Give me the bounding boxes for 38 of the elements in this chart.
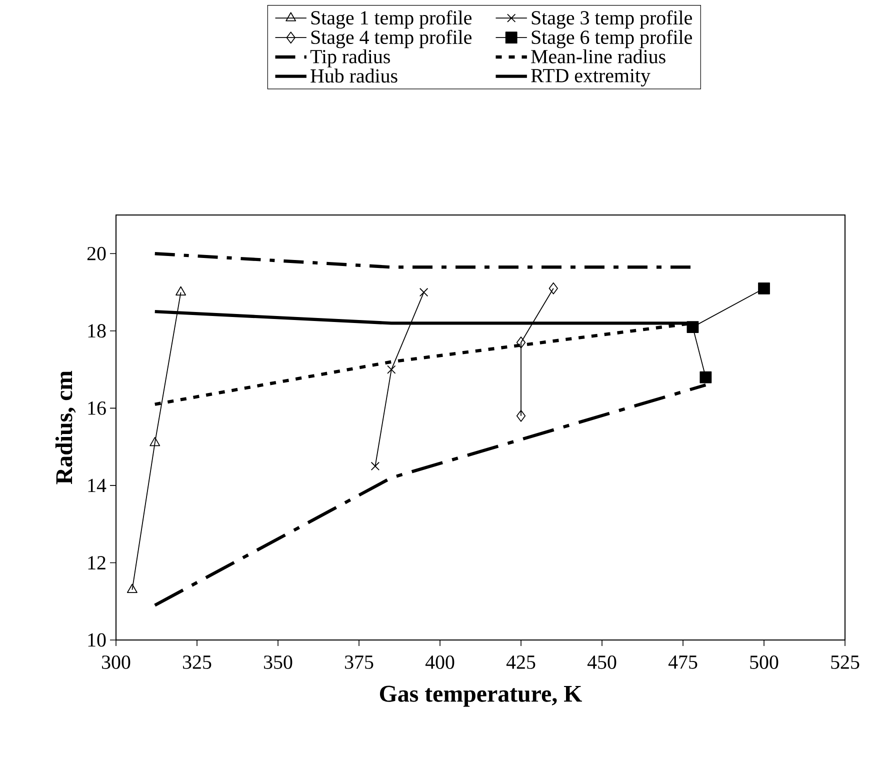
legend-label: Stage 3 temp profile [532,10,692,29]
point [516,410,526,422]
y-tick-label: 10 [88,633,106,647]
x-tick-label: 475 [668,656,698,669]
point [176,286,186,296]
x-tick-label: 400 [425,656,454,669]
x-tick-label: 500 [750,656,778,669]
x-tick-label: 325 [183,656,212,669]
point [370,462,380,470]
legend-label: Stage 4 temp profile [311,30,472,48]
y-tick-label: 14 [88,478,106,492]
point [126,584,138,593]
point [516,336,526,348]
x-tick-label: 375 [345,656,374,669]
y-tick-label: 18 [88,324,106,338]
y-tick-label: 20 [87,246,106,260]
point [758,282,770,294]
y-tick-label: 12 [88,556,106,570]
legend-label: Stage 6 temp profile [532,30,692,48]
point [419,288,428,297]
point [700,371,712,384]
point [387,365,396,374]
legend-label: Stage 1 temp profile [311,10,472,29]
y-axis-title: Radius, cm [55,370,76,484]
x-tick-label: 350 [264,656,292,669]
y-tick-label: 16 [88,401,106,415]
x-tick-label: 525 [831,656,860,669]
point [686,321,699,333]
x-axis-title: Gas temperature, K [380,686,582,707]
legend-label: Tip radius [310,49,390,68]
point [548,282,558,294]
legend-label: RTD extremity [531,68,650,86]
x-tick-label: 300 [102,656,130,669]
x-tick-label: 425 [506,656,536,669]
legend-label: Mean-line radius [531,49,666,64]
legend-label: Hub radius [310,68,398,83]
x-tick-label: 450 [587,656,616,669]
point [150,437,160,446]
